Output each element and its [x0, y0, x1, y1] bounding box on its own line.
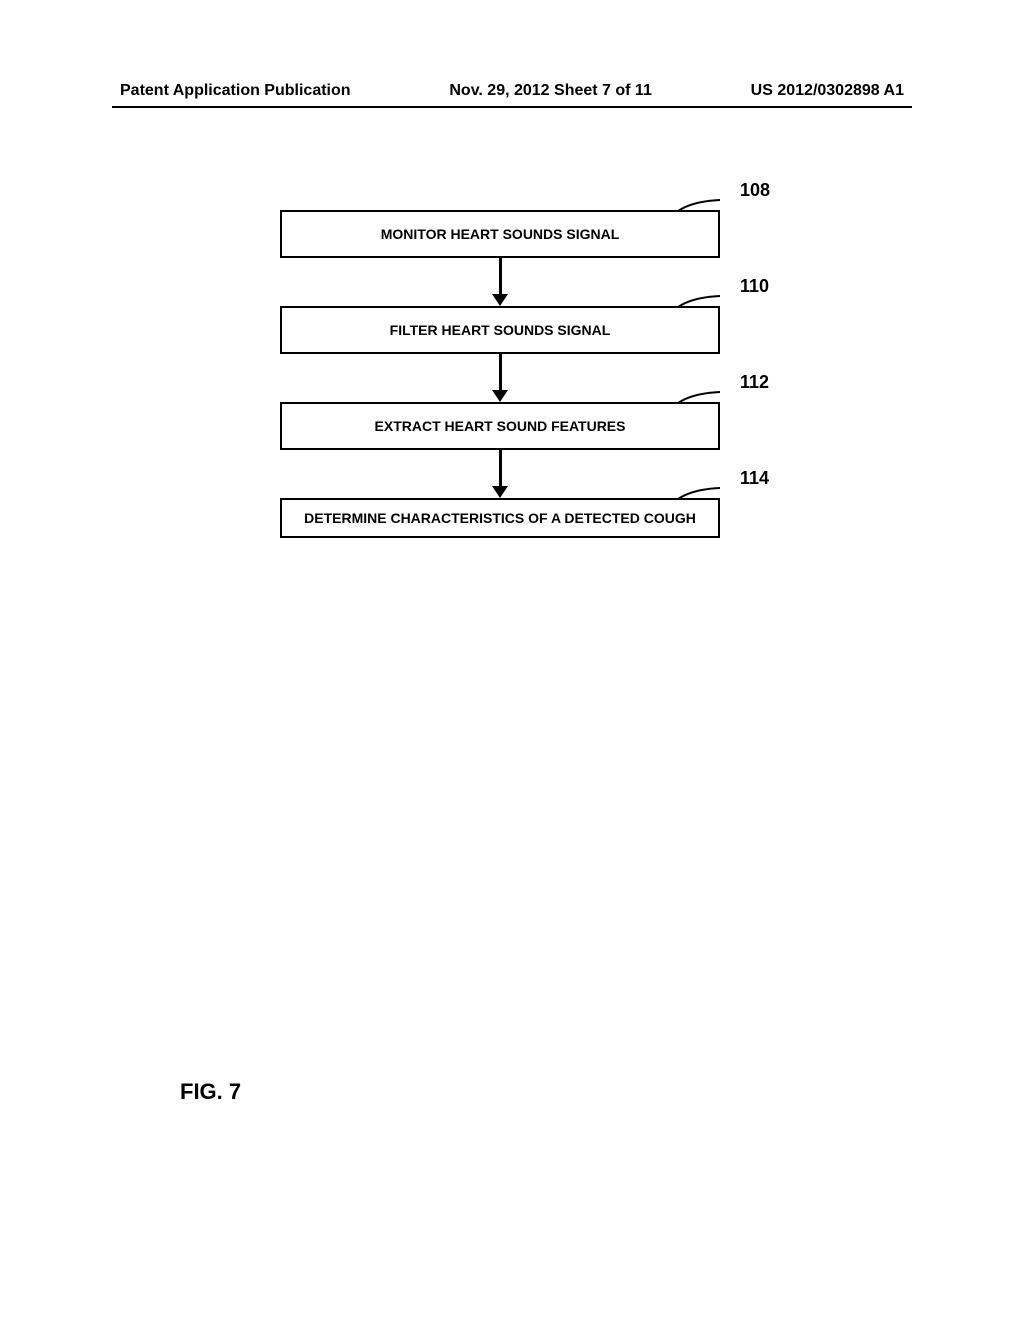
- flow-box-monitor: MONITOR HEART SOUNDS SIGNAL: [280, 210, 720, 258]
- arrow-head-icon: [492, 294, 508, 306]
- header-right: US 2012/0302898 A1: [751, 82, 904, 100]
- arrow-line: [499, 258, 502, 296]
- header-center: Nov. 29, 2012 Sheet 7 of 11: [449, 82, 651, 100]
- arrow-line: [499, 450, 502, 488]
- arrow-head-icon: [492, 390, 508, 402]
- arrow-3: [280, 450, 720, 498]
- arrow-1: [280, 258, 720, 306]
- header-left: Patent Application Publication: [120, 82, 351, 100]
- arrow-2: [280, 354, 720, 402]
- figure-label: FIG. 7: [180, 1079, 241, 1105]
- ref-label-112: 112: [740, 372, 769, 393]
- flow-box-determine: DETERMINE CHARACTERISTICS OF A DETECTED …: [280, 498, 720, 538]
- flowchart: 108 MONITOR HEART SOUNDS SIGNAL 110 FILT…: [280, 210, 720, 538]
- page-header: Patent Application Publication Nov. 29, …: [0, 82, 1024, 100]
- flow-box-extract: EXTRACT HEART SOUND FEATURES: [280, 402, 720, 450]
- ref-label-108: 108: [740, 180, 770, 201]
- header-rule: [112, 106, 912, 108]
- arrow-head-icon: [492, 486, 508, 498]
- flow-box-label: EXTRACT HEART SOUND FEATURES: [375, 418, 626, 434]
- ref-label-110: 110: [740, 276, 769, 297]
- flow-box-filter: FILTER HEART SOUNDS SIGNAL: [280, 306, 720, 354]
- ref-label-114: 114: [740, 468, 769, 489]
- flow-box-label: MONITOR HEART SOUNDS SIGNAL: [381, 226, 620, 242]
- flow-box-label: DETERMINE CHARACTERISTICS OF A DETECTED …: [304, 510, 696, 526]
- arrow-line: [499, 354, 502, 392]
- flow-box-label: FILTER HEART SOUNDS SIGNAL: [390, 322, 611, 338]
